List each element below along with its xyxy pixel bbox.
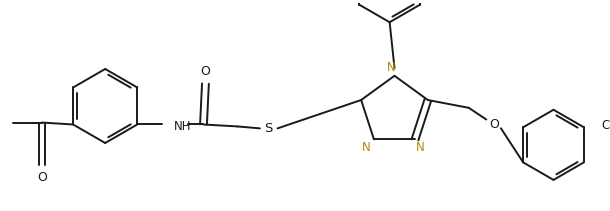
Text: NH: NH bbox=[174, 120, 192, 133]
Text: O: O bbox=[201, 65, 210, 78]
Text: O: O bbox=[489, 118, 499, 131]
Text: N: N bbox=[387, 61, 396, 74]
Text: N: N bbox=[415, 141, 425, 154]
Text: Cl: Cl bbox=[601, 119, 610, 132]
Text: S: S bbox=[265, 122, 273, 135]
Text: O: O bbox=[37, 171, 47, 184]
Text: N: N bbox=[362, 142, 370, 154]
